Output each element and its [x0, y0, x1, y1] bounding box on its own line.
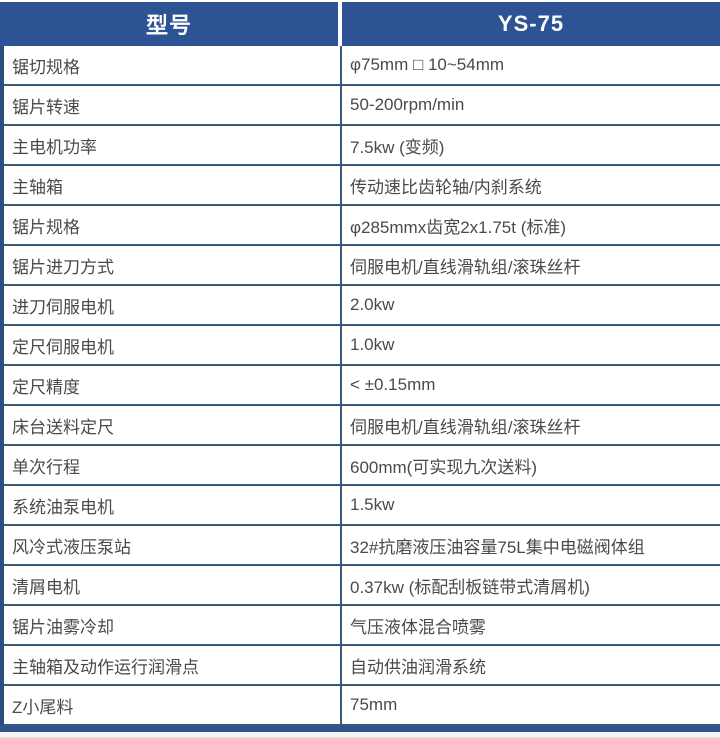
table-bottom-border: [0, 726, 720, 732]
table-row: 锯片进刀方式 伺服电机/直线滑轨组/滚珠丝杆: [4, 246, 720, 286]
spec-label: 锯片油雾冷却: [12, 617, 114, 637]
spec-label: 单次行程: [12, 457, 80, 477]
table-row: 床台送料定尺 伺服电机/直线滑轨组/滚珠丝杆: [4, 406, 720, 446]
spec-label: 定尺精度: [12, 377, 80, 397]
spec-label: 主轴箱: [12, 177, 63, 197]
spec-value: 伺服电机/直线滑轨组/滚珠丝杆: [340, 406, 720, 444]
spec-label: 主轴箱及动作运行润滑点: [12, 657, 199, 677]
table-row: 锯片转速 50-200rpm/min: [4, 86, 720, 126]
spec-label: 锯片转速: [12, 97, 80, 117]
table-row: 定尺伺服电机 1.0kw: [4, 326, 720, 366]
table-row: 锯片规格 φ285mmx齿宽2x1.75t (标准): [4, 206, 720, 246]
table-row: 进刀伺服电机 2.0kw: [4, 286, 720, 326]
spec-label: 锯片规格: [12, 217, 80, 237]
spec-label: 定尺伺服电机: [12, 337, 114, 357]
table-header-row: 型号 YS-75: [0, 2, 720, 46]
table-row: 单次行程 600mm(可实现九次送料): [4, 446, 720, 486]
header-divider-gap: [338, 2, 342, 46]
spec-label: 进刀伺服电机: [12, 297, 114, 317]
table-row: 主轴箱 传动速比齿轮轴/内刹系统: [4, 166, 720, 206]
table-body: 锯切规格 φ75mm □ 10~54mm 锯片转速 50-200rpm/min …: [0, 46, 720, 726]
spec-value: 1.5kw: [340, 486, 720, 524]
spec-label: 系统油泵电机: [12, 497, 114, 517]
spec-value: 600mm(可实现九次送料): [340, 446, 720, 484]
table-row: 风冷式液压泵站 32#抗磨液压油容量75L集中电磁阀体组: [4, 526, 720, 566]
spec-label: 床台送料定尺: [12, 417, 114, 437]
table-row: Z小尾料 75mm: [4, 686, 720, 726]
spec-label: 清屑电机: [12, 577, 80, 597]
spec-label: 锯切规格: [12, 57, 80, 77]
spec-label: 锯片进刀方式: [12, 257, 114, 277]
spec-value: 50-200rpm/min: [340, 86, 720, 124]
spec-value: 0.37kw (标配刮板链带式清屑机): [340, 566, 720, 604]
spec-label: 主电机功率: [12, 137, 97, 157]
header-model-label-cell: 型号: [0, 2, 338, 46]
spec-label: Z小尾料: [12, 697, 74, 717]
spec-value: 1.0kw: [340, 326, 720, 364]
spec-value: 32#抗磨液压油容量75L集中电磁阀体组: [340, 526, 720, 564]
spec-value: φ285mmx齿宽2x1.75t (标准): [340, 206, 720, 244]
spec-value: 伺服电机/直线滑轨组/滚珠丝杆: [340, 246, 720, 284]
table-row: 主轴箱及动作运行润滑点 自动供油润滑系统: [4, 646, 720, 686]
spec-label: 风冷式液压泵站: [12, 537, 131, 557]
spec-value: 75mm: [340, 686, 720, 724]
spec-value: 2.0kw: [340, 286, 720, 324]
bottom-margin: [0, 732, 720, 738]
spec-value: φ75mm □ 10~54mm: [340, 46, 720, 84]
table-row: 锯片油雾冷却 气压液体混合喷雾: [4, 606, 720, 646]
table-row: 定尺精度 < ±0.15mm: [4, 366, 720, 406]
spec-value: 气压液体混合喷雾: [340, 606, 720, 644]
table-row: 清屑电机 0.37kw (标配刮板链带式清屑机): [4, 566, 720, 606]
top-margin: [0, 0, 720, 2]
spec-value: < ±0.15mm: [340, 366, 720, 404]
spec-value: 传动速比齿轮轴/内刹系统: [340, 166, 720, 204]
spec-value: 自动供油润滑系统: [340, 646, 720, 684]
table-row: 锯切规格 φ75mm □ 10~54mm: [4, 46, 720, 86]
header-model-value-cell: YS-75: [342, 2, 720, 46]
table-row: 系统油泵电机 1.5kw: [4, 486, 720, 526]
spec-value: 7.5kw (变频): [340, 126, 720, 164]
table-row: 主电机功率 7.5kw (变频): [4, 126, 720, 166]
